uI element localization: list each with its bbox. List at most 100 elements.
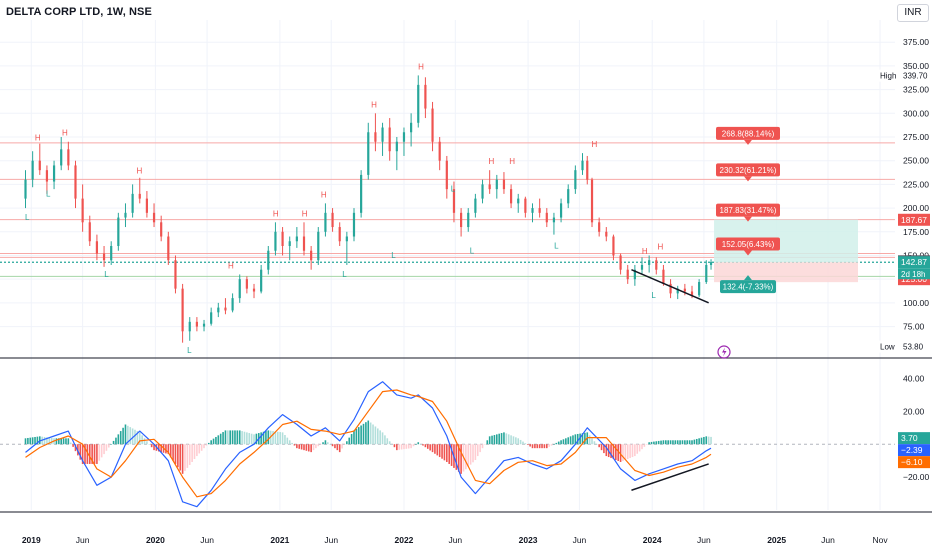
macd-histogram-bar — [434, 444, 436, 454]
x-axis-tick: 2019 — [22, 535, 41, 545]
macd-histogram-bar — [262, 431, 265, 445]
macd-histogram-bar — [510, 435, 512, 445]
countdown-label: 2d 18h — [901, 270, 925, 279]
macd-histogram-bar — [169, 444, 172, 458]
macd-histogram-bar — [634, 444, 636, 457]
macd-histogram-bar — [227, 430, 229, 445]
macd-histogram-bar — [196, 444, 198, 457]
target-label-pointer — [744, 139, 752, 145]
macd-histogram-bar — [341, 444, 343, 449]
macd-histogram-bar — [315, 444, 317, 449]
macd-histogram-bar — [653, 441, 655, 445]
candle-body — [317, 231, 320, 261]
macd-histogram-bar — [105, 444, 108, 451]
macd-histogram-bar — [372, 424, 374, 445]
pivot-low-label: L — [187, 346, 192, 355]
macd-histogram-bar — [700, 437, 703, 445]
price-y-tick: 375.00 — [903, 37, 929, 47]
target-label-box — [716, 126, 780, 140]
macd-histogram-bar — [136, 431, 139, 445]
macd-histogram-bar — [165, 444, 167, 454]
macd-histogram-bar — [253, 434, 255, 445]
macd-histogram-bar — [343, 444, 346, 445]
macd-histogram-bar — [569, 436, 572, 445]
macd-histogram-bar — [576, 433, 579, 445]
macd-histogram-bar — [667, 440, 669, 445]
candle-body — [102, 253, 106, 261]
macd-histogram-bar — [686, 440, 689, 445]
macd-histogram-bar — [298, 444, 301, 449]
macd-histogram-bar — [138, 432, 141, 445]
macd-histogram-bar — [626, 444, 629, 460]
candle-body — [488, 184, 491, 190]
macd-histogram-bar — [158, 444, 160, 452]
macd-histogram-bar — [198, 444, 201, 454]
candle-body — [552, 217, 556, 223]
macd-histogram-bar — [398, 444, 401, 450]
macd-histogram-bar — [334, 444, 336, 449]
target-label-box — [716, 203, 780, 217]
macd-histogram-bar — [615, 444, 617, 461]
macd-histogram-bar — [319, 444, 322, 445]
macd-histogram-bar — [612, 444, 615, 460]
macd-histogram-bar — [691, 440, 693, 445]
macd-histogram-bar — [150, 444, 153, 448]
trendlines — [631, 269, 709, 491]
currency-button[interactable]: INR — [897, 4, 929, 22]
candle-body — [345, 236, 348, 242]
macd-histogram-bar — [679, 440, 681, 445]
macd-histogram-bar — [424, 444, 427, 448]
candle-body — [531, 208, 534, 213]
macd-histogram-bar — [524, 443, 527, 445]
macd-histogram-bar — [367, 420, 370, 445]
macd-histogram-bar — [672, 440, 674, 445]
macd-histogram-bar — [188, 444, 191, 465]
candle-body — [224, 307, 227, 311]
macd-histogram-bar — [265, 431, 267, 445]
macd-histogram-bar — [115, 437, 117, 445]
candle-body — [690, 291, 694, 296]
candle-body — [509, 189, 513, 204]
candle-body — [655, 260, 658, 270]
candle-body — [167, 236, 170, 261]
macd-histogram-bar — [491, 435, 493, 445]
macd-histogram-bar — [600, 444, 603, 451]
pivot-high-label: H — [418, 62, 424, 71]
macd-histogram-bar — [555, 442, 558, 445]
price-candles — [24, 75, 713, 343]
price-y-tick: 275.00 — [903, 132, 929, 142]
macd-histogram-bar — [124, 424, 127, 445]
candle-body — [598, 222, 601, 232]
macd-histogram-bar — [205, 444, 208, 446]
macd-histogram-bar — [27, 437, 29, 445]
x-axis-tick: Jun — [200, 535, 214, 545]
macd-histogram-bar — [119, 431, 122, 445]
candle-body — [676, 288, 679, 294]
candle-body — [467, 212, 470, 228]
macd-histogram-bar — [617, 444, 620, 461]
macd-histogram-bar — [117, 434, 120, 445]
candle-body — [352, 212, 356, 237]
macd-histogram-bar — [412, 444, 415, 447]
macd-histogram-bar — [562, 439, 565, 445]
stop-zone — [714, 262, 858, 283]
macd-histogram-bar — [541, 444, 543, 449]
candle-body — [574, 170, 577, 190]
macd-histogram-bar — [622, 444, 624, 461]
x-axis-tick: 2023 — [519, 535, 538, 545]
macd-histogram-bar — [210, 440, 212, 445]
macd-histogram-bar — [498, 433, 500, 445]
candle-body — [481, 184, 484, 199]
macd-histogram-bar — [572, 435, 574, 445]
macd-histogram-bar — [288, 440, 291, 445]
high-label-box — [876, 69, 930, 82]
high-label-value: 339.70 — [903, 72, 928, 81]
x-axis-tick: Nov — [872, 535, 888, 545]
low-label-box — [876, 340, 930, 353]
candle-body — [524, 198, 527, 213]
macd-histogram-bar — [229, 430, 232, 445]
pivot-low-label: L — [451, 185, 456, 194]
macd-histogram-bar — [348, 437, 351, 445]
candle-body — [188, 321, 191, 332]
macd-histogram-bar — [405, 444, 408, 449]
